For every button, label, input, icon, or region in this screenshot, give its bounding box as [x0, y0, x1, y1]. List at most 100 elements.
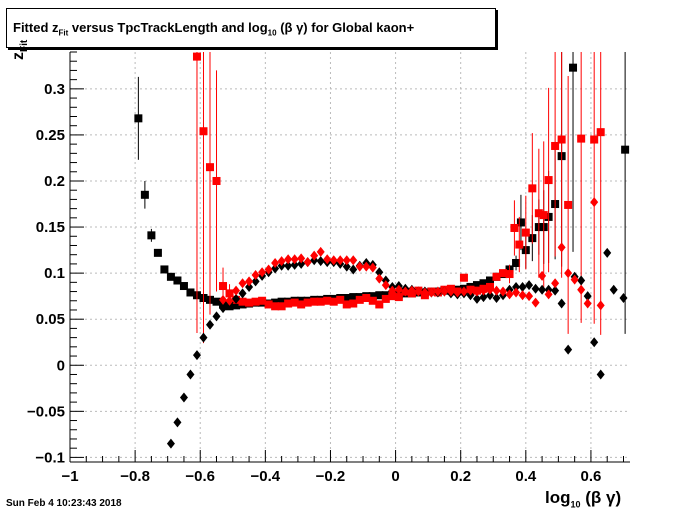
data-point-diamond — [303, 257, 312, 268]
data-point-diamond — [525, 280, 534, 291]
data-point-diamond — [499, 286, 508, 297]
data-point-square — [232, 301, 241, 310]
data-point-diamond — [375, 273, 384, 284]
data-point-diamond — [446, 286, 455, 297]
x-tick-label: 0.2 — [450, 468, 471, 485]
data-point-diamond — [440, 286, 449, 297]
data-point-square — [251, 297, 260, 306]
data-point-diamond — [349, 255, 358, 266]
data-point-diamond — [557, 242, 566, 253]
data-point-square — [316, 297, 325, 306]
data-point-diamond — [570, 274, 579, 285]
y-tick-label: 0 — [57, 357, 65, 374]
data-point-square — [375, 300, 384, 309]
datestamp: Sun Feb 4 10:23:43 2018 — [6, 498, 122, 509]
data-point-diamond — [518, 290, 527, 301]
data-point-square — [245, 298, 254, 307]
data-point-square — [173, 276, 182, 285]
data-point-diamond — [401, 286, 410, 297]
data-point-diamond — [349, 264, 358, 275]
y-tick-label: −0.05 — [27, 403, 65, 420]
data-point-square — [557, 135, 566, 144]
data-point-diamond — [245, 276, 254, 287]
data-point-square — [186, 288, 195, 297]
data-point-square — [544, 176, 553, 185]
chart-title-box: Fitted zFit versus TpcTrackLength and lo… — [6, 8, 496, 48]
title-subscript-fit: Fit — [58, 28, 69, 38]
title-part-prefix: Fitted z — [13, 20, 59, 35]
data-point-diamond — [407, 285, 416, 296]
data-point-diamond — [368, 262, 377, 273]
data-point-diamond — [512, 281, 521, 292]
data-point-diamond — [596, 369, 605, 380]
data-point-square — [206, 163, 214, 172]
data-point-diamond — [564, 344, 573, 355]
data-point-diamond — [199, 332, 208, 343]
data-point-diamond — [459, 286, 468, 297]
data-point-diamond — [284, 260, 293, 271]
data-point-diamond — [414, 286, 423, 297]
data-point-diamond — [479, 292, 488, 303]
data-point-square — [271, 302, 280, 311]
x-tick-label: −1 — [61, 468, 78, 485]
data-point-diamond — [472, 293, 481, 304]
data-point-square — [238, 297, 247, 306]
data-point-square — [342, 300, 351, 309]
data-point-square — [212, 176, 221, 185]
data-point-square — [499, 269, 508, 278]
data-point-square — [310, 297, 319, 306]
data-point-diamond — [472, 286, 481, 297]
data-point-square — [277, 297, 286, 306]
data-point-square — [505, 270, 514, 279]
data-point-diamond — [583, 291, 592, 302]
x-tick-label: −0.4 — [251, 468, 281, 485]
data-point-diamond — [557, 298, 566, 309]
data-point-diamond — [232, 285, 241, 296]
data-point-diamond — [232, 293, 241, 304]
x-axis-label-rest: (β γ) — [580, 488, 622, 507]
data-point-diamond — [381, 280, 390, 291]
data-point-diamond — [238, 288, 247, 299]
data-point-diamond — [290, 259, 299, 270]
data-point-square — [134, 114, 143, 123]
data-point-square — [140, 190, 149, 199]
y-axis-label-main: z — [10, 52, 27, 60]
data-point-diamond — [583, 298, 592, 309]
data-point-square — [596, 128, 605, 137]
data-point-square — [349, 299, 358, 308]
data-point-diamond — [466, 285, 475, 296]
data-point-diamond — [551, 285, 560, 296]
y-axis-label-sub: Fit — [19, 39, 31, 52]
data-point-diamond — [271, 263, 280, 274]
data-point-diamond — [492, 293, 501, 303]
data-point-diamond — [355, 261, 364, 272]
data-point-diamond — [603, 247, 612, 258]
data-point-square — [153, 248, 162, 257]
data-point-square — [510, 223, 519, 232]
data-point-diamond — [420, 287, 429, 298]
y-tick-label: 0.25 — [36, 127, 65, 144]
data-point-square — [521, 228, 530, 237]
data-point-diamond — [551, 278, 560, 289]
data-point-square — [225, 289, 234, 298]
y-tick-label: 0.1 — [44, 265, 65, 282]
data-point-diamond — [225, 295, 234, 306]
data-point-diamond — [179, 392, 188, 403]
data-point-square — [277, 302, 286, 311]
data-point-diamond — [219, 294, 228, 305]
data-point-diamond — [323, 254, 332, 265]
data-point-diamond — [258, 267, 267, 278]
x-axis-label-sub: 10 — [570, 499, 581, 510]
data-point-diamond — [290, 254, 299, 265]
data-point-diamond — [251, 269, 260, 280]
data-point-diamond — [590, 197, 599, 208]
data-point-square — [166, 272, 175, 281]
data-point-diamond — [212, 311, 221, 322]
data-point-diamond — [609, 284, 618, 295]
x-tick-label: 0.6 — [581, 468, 602, 485]
data-point-square — [284, 299, 293, 308]
data-point-diamond — [251, 276, 260, 287]
title-part-suffix: (β γ) for Global kaon+ — [276, 20, 415, 35]
data-point-diamond — [284, 254, 293, 265]
